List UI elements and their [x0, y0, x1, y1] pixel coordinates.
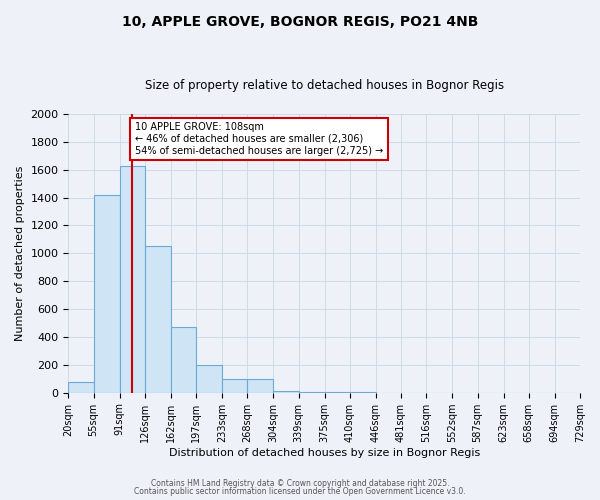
Bar — [222, 379, 247, 392]
Bar — [274, 390, 299, 392]
Text: Contains HM Land Registry data © Crown copyright and database right 2025.: Contains HM Land Registry data © Crown c… — [151, 478, 449, 488]
Bar — [119, 166, 145, 392]
Bar — [94, 195, 119, 392]
Bar — [171, 327, 196, 392]
Bar — [247, 379, 274, 392]
X-axis label: Distribution of detached houses by size in Bognor Regis: Distribution of detached houses by size … — [169, 448, 480, 458]
Bar — [145, 246, 171, 392]
Title: Size of property relative to detached houses in Bognor Regis: Size of property relative to detached ho… — [145, 79, 504, 92]
Text: 10 APPLE GROVE: 108sqm
← 46% of detached houses are smaller (2,306)
54% of semi-: 10 APPLE GROVE: 108sqm ← 46% of detached… — [135, 122, 383, 156]
Y-axis label: Number of detached properties: Number of detached properties — [15, 166, 25, 341]
Text: Contains public sector information licensed under the Open Government Licence v3: Contains public sector information licen… — [134, 487, 466, 496]
Bar — [196, 365, 222, 392]
Bar — [68, 382, 94, 392]
Text: 10, APPLE GROVE, BOGNOR REGIS, PO21 4NB: 10, APPLE GROVE, BOGNOR REGIS, PO21 4NB — [122, 15, 478, 29]
